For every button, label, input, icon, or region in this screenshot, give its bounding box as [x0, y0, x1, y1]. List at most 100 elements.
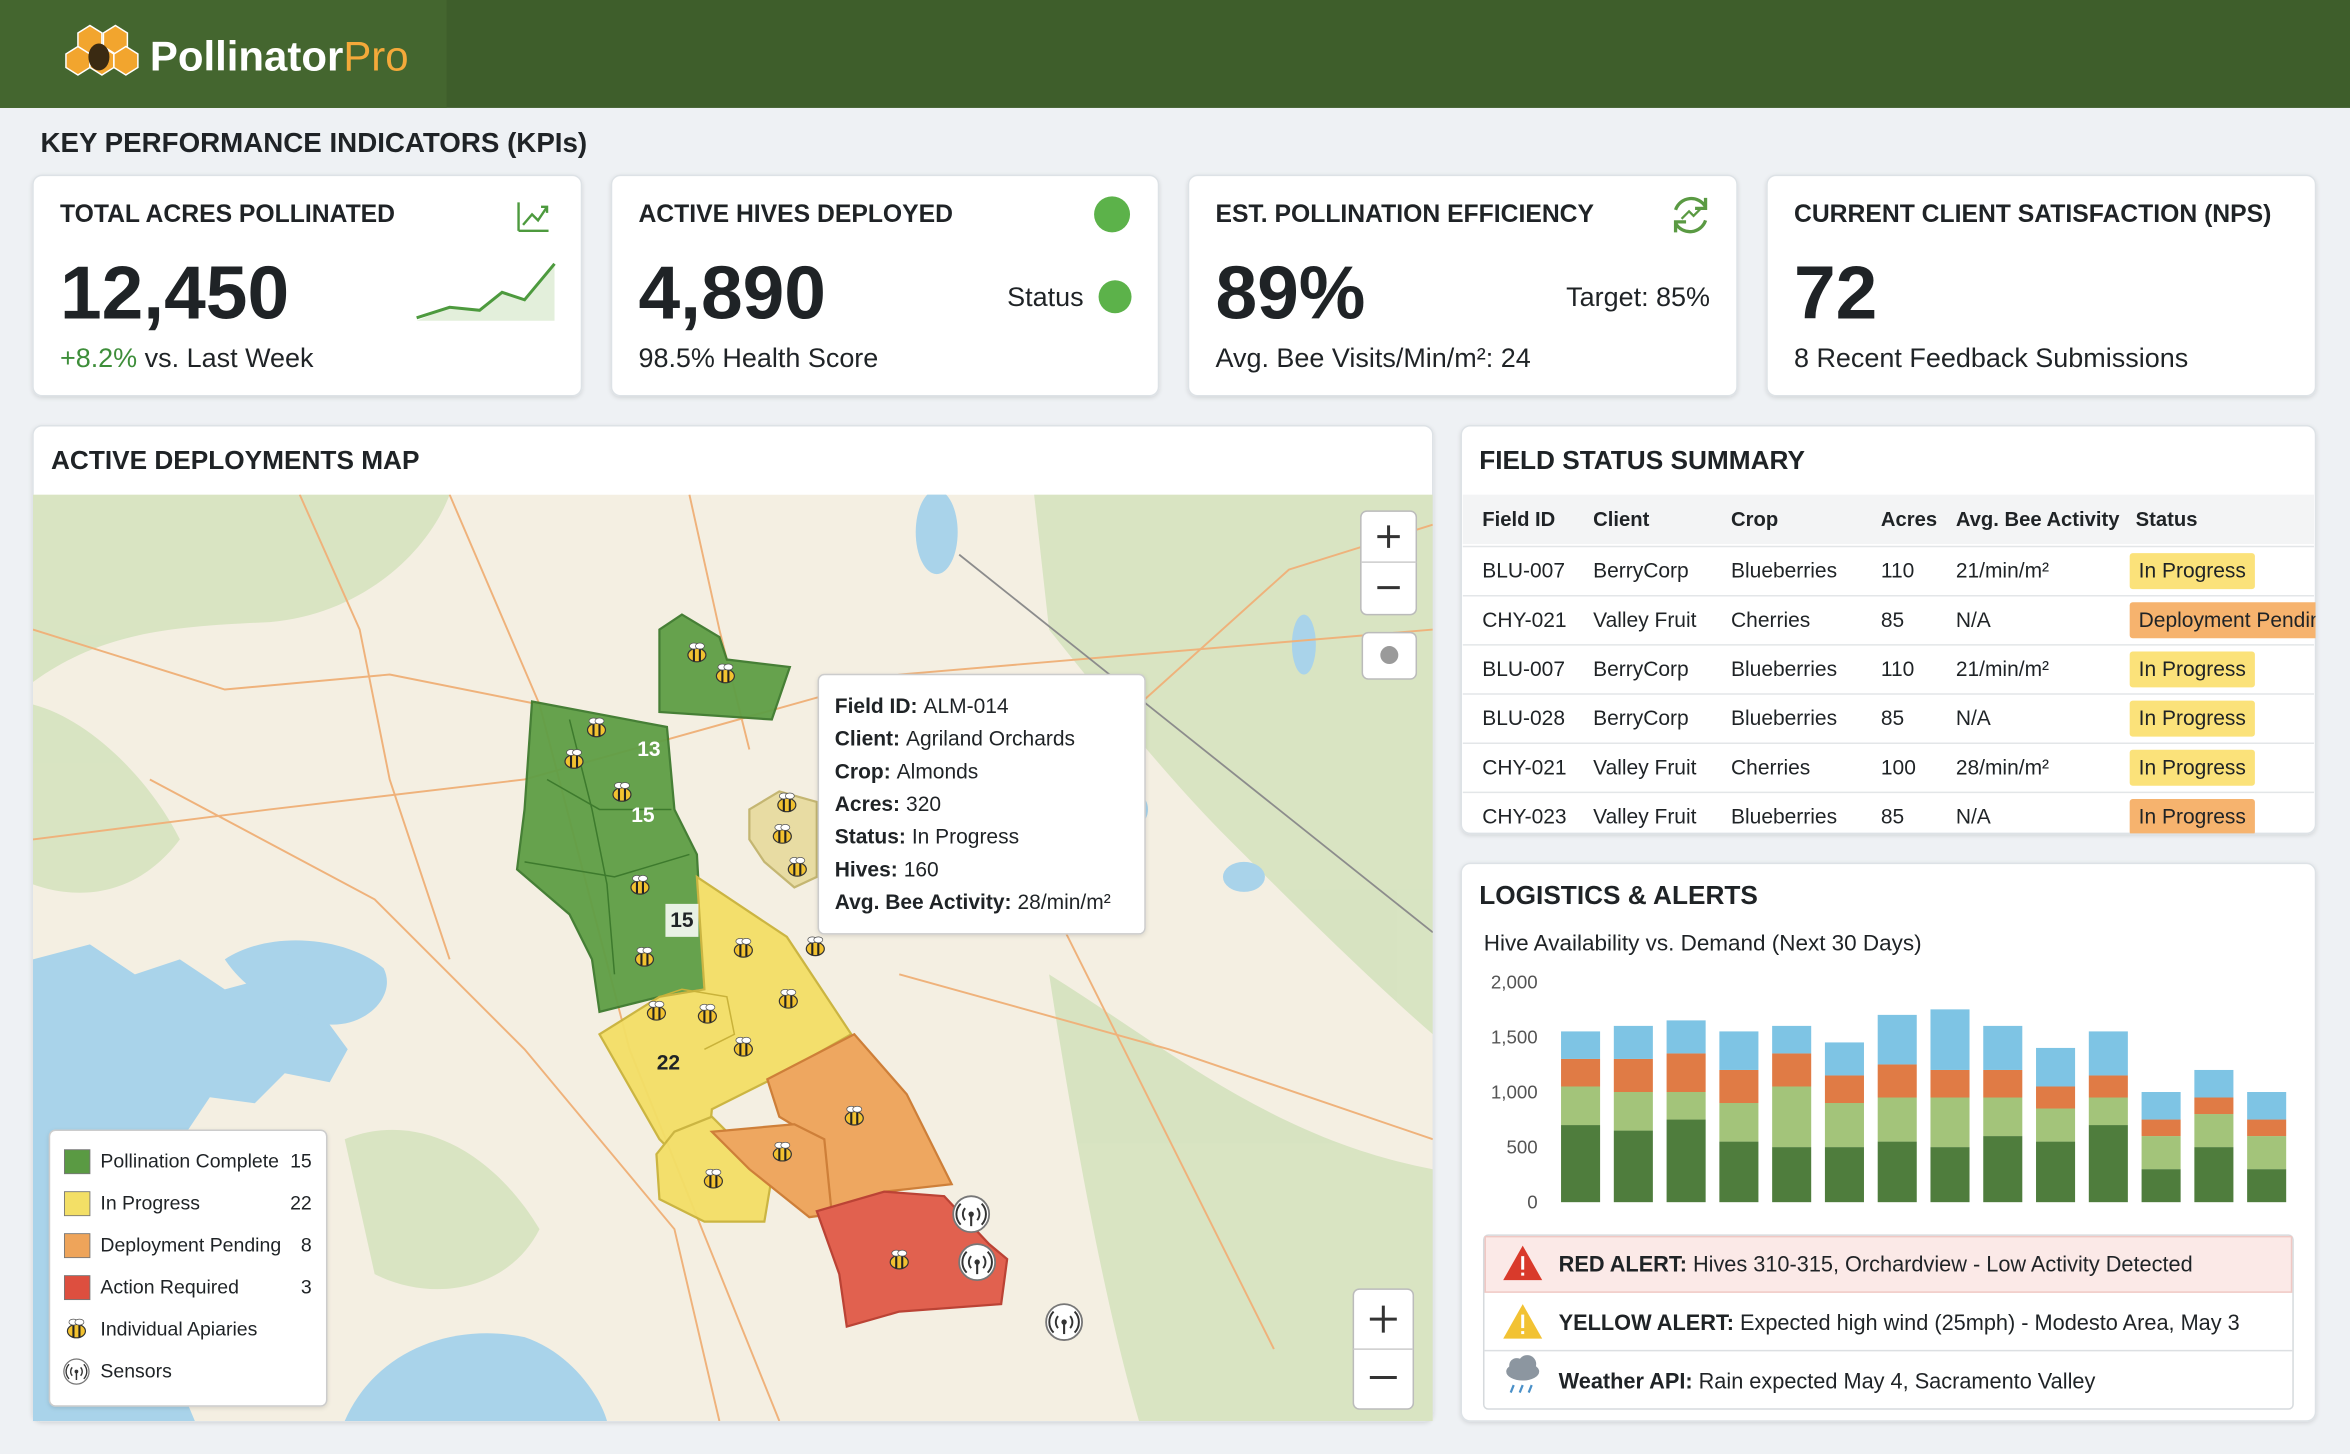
- zoom-control[interactable]: [1360, 510, 1418, 616]
- alert-text: RED ALERT: Hives 310-315, Orchardview - L…: [1559, 1251, 2193, 1276]
- bar-segment: [2036, 1047, 2076, 1087]
- table-cell: 85: [1881, 707, 1904, 730]
- legend-swatch: [63, 1275, 91, 1301]
- bar-segment: [2247, 1119, 2287, 1137]
- kpi-change-value: +8.2%: [60, 343, 137, 373]
- kpi-change-text: vs. Last Week: [145, 343, 314, 373]
- table-cell: 21/min/m²: [1956, 658, 2049, 681]
- tooltip-row: Client: Agriland Orchards: [835, 727, 1075, 750]
- boundary-line: [958, 553, 1433, 934]
- kpi-card: [1187, 174, 1738, 397]
- section-title: KEY PERFORMANCE INDICATORS (KPIs): [40, 127, 587, 158]
- bar-segment: [2194, 1114, 2234, 1148]
- bar-segment: [1613, 1058, 1653, 1092]
- legend-sensor: [63, 1358, 90, 1385]
- bar-segment: [1983, 1069, 2023, 1098]
- column-header: Field ID: [1482, 509, 1555, 531]
- legend-bee: [66, 1318, 87, 1339]
- table-cell: Cherries: [1731, 609, 1810, 632]
- bar-segment: [2247, 1169, 2287, 1203]
- tooltip-label: Client:: [835, 727, 900, 750]
- bar-segment: [1666, 1091, 1706, 1120]
- bar-segment: [1877, 1014, 1917, 1065]
- table-cell: BerryCorp: [1593, 560, 1689, 583]
- status-text: In Progress: [2139, 707, 2246, 730]
- trend-icon: [517, 202, 549, 233]
- field-label: 15: [670, 909, 694, 932]
- zoom-in[interactable]: [1369, 1305, 1397, 1333]
- column-header: Acres: [1881, 509, 1937, 531]
- bar-segment: [1877, 1141, 1917, 1203]
- legend-label: In Progress: [100, 1193, 200, 1215]
- table-cell: 100: [1881, 756, 1916, 779]
- kpi-title: ACTIVE HIVES DEPLOYED: [638, 201, 953, 228]
- bar-segment: [1930, 1069, 1970, 1098]
- bar-segment: [1561, 1031, 1601, 1059]
- table-cell: BLU-028: [1482, 707, 1565, 730]
- status-badge: [2129, 798, 2255, 834]
- bar-segment: [2036, 1086, 2076, 1109]
- table-cell: 85: [1881, 805, 1904, 828]
- field-label: 13: [637, 738, 660, 761]
- status-dot: [1098, 280, 1132, 314]
- map-legend: [48, 1129, 328, 1407]
- legend-count: 15: [290, 1151, 312, 1173]
- kpi-title: TOTAL ACRES POLLINATED: [60, 201, 395, 228]
- tooltip-row: Acres: 320: [835, 793, 941, 816]
- panel-title: ACTIVE DEPLOYMENTS MAP: [51, 445, 420, 475]
- legend-swatch: [63, 1233, 91, 1259]
- bar-segment: [1666, 1053, 1706, 1092]
- kpi-note: 98.5% Health Score: [638, 343, 878, 373]
- table-cell: BerryCorp: [1593, 707, 1689, 730]
- bar-segment: [1772, 1086, 1812, 1148]
- table-cell: 85: [1881, 609, 1904, 632]
- bar-segment: [1613, 1025, 1653, 1059]
- status-badge: [2129, 700, 2255, 737]
- chart-title: Hive Availability vs. Demand (Next 30 Da…: [1484, 930, 1922, 955]
- brand-suffix: Pro: [343, 32, 408, 79]
- tooltip-label: Status:: [835, 825, 906, 848]
- table-cell: N/A: [1956, 805, 1991, 828]
- bar-segment: [1561, 1086, 1601, 1126]
- table-cell: Valley Fruit: [1593, 805, 1696, 828]
- brand: PollinatorPro: [150, 32, 409, 79]
- bar-segment: [2088, 1097, 2128, 1126]
- tooltip-row: Hives: 160: [835, 858, 939, 881]
- bar-segment: [1719, 1031, 1759, 1070]
- y-tick-label: 1,500: [1491, 1026, 1538, 1047]
- bar-segment: [2141, 1136, 2181, 1170]
- bar-segment: [2141, 1091, 2181, 1120]
- y-tick-label: 1,000: [1491, 1081, 1538, 1102]
- column-header: Avg. Bee Activity: [1956, 509, 2120, 531]
- column-header: Client: [1593, 509, 1649, 531]
- table-cell: BLU-007: [1482, 560, 1565, 583]
- table-cell: 28/min/m²: [1956, 756, 2049, 779]
- map: 13 15 15 22 Field ID: ALM-014 Client: Agril…: [32, 494, 1433, 1422]
- status-text: In Progress: [2139, 756, 2246, 779]
- bar-segment: [2088, 1031, 2128, 1076]
- label-box: [665, 903, 699, 937]
- alert-text: Weather API: Rain expected May 4, Sacrame…: [1559, 1368, 2096, 1393]
- table-cell: Blueberries: [1731, 658, 1837, 681]
- table-cell: Blueberries: [1731, 707, 1837, 730]
- kpi-card: [610, 174, 1160, 397]
- bar-segment: [1930, 1097, 1970, 1148]
- tooltip-content: Field ID: ALM-014 Client: Agriland Orchards…: [835, 695, 1111, 914]
- bar-segment: [1877, 1097, 1917, 1142]
- brand-name: Pollinator: [150, 32, 343, 79]
- tooltip-value: 160: [904, 858, 939, 881]
- kpi-value: 4,890: [638, 250, 826, 334]
- bar-segment: [2194, 1097, 2234, 1115]
- alert-message: Expected high wind (25mph) - Modesto Are…: [1740, 1310, 2240, 1335]
- table-cell: CHY-023: [1482, 805, 1566, 828]
- alert-message: Rain expected May 4, Sacramento Valley: [1699, 1368, 2096, 1393]
- alert-icon-red: [1503, 1245, 1543, 1281]
- refresh-icon: [1673, 196, 1708, 234]
- alert-message: Hives 310-315, Orchardview - Low Activit…: [1693, 1251, 2193, 1276]
- bar-segment: [2247, 1136, 2287, 1170]
- tooltip: [817, 673, 1146, 935]
- table-cell: Valley Fruit: [1593, 756, 1696, 779]
- field-label: 15: [631, 804, 655, 827]
- bar-segment: [2036, 1108, 2076, 1142]
- zoom-in[interactable]: [1377, 525, 1400, 548]
